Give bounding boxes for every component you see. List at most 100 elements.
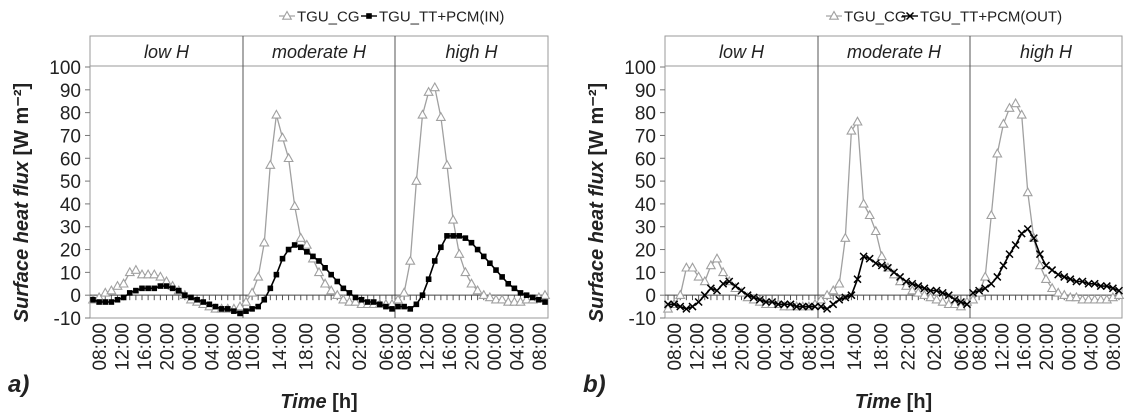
y-tick-label: 80 <box>635 104 656 125</box>
series-cg <box>662 97 1125 313</box>
x-tick-label: 02:00 <box>925 323 946 371</box>
data-point-square <box>273 271 280 278</box>
x-tick-label: 20:00 <box>1037 323 1058 371</box>
data-point-square <box>450 233 456 239</box>
data-point-square <box>163 283 170 289</box>
data-point-triangle <box>417 109 428 119</box>
data-point-triangle <box>435 111 447 121</box>
data-point-x <box>932 286 941 295</box>
data-point-square <box>401 303 407 310</box>
y-tick-label: 50 <box>60 172 81 193</box>
x-tick-label: 08:00 <box>395 323 416 371</box>
data-point-square <box>285 246 292 253</box>
data-point-x <box>676 302 685 311</box>
data-point-triangle <box>840 232 851 242</box>
x-tick-label: 00:00 <box>1059 323 1080 371</box>
data-point-triangle <box>894 275 906 286</box>
data-point-triangle <box>986 209 997 220</box>
panel-label: b) <box>583 371 606 398</box>
data-point-triangle <box>313 266 325 277</box>
data-point-triangle <box>815 294 827 304</box>
x-tick-label: 08:00 <box>665 323 686 371</box>
data-point-triangle <box>271 109 282 119</box>
chart-panel-a: low H moderate H high H -100102030405060708… <box>8 9 551 414</box>
data-point-triangle <box>319 278 331 288</box>
data-point-x <box>877 261 886 270</box>
data-point-square <box>102 299 109 305</box>
data-point-x <box>719 279 728 288</box>
data-point-triangle <box>429 81 441 92</box>
y-tick-label: 20 <box>635 241 656 262</box>
data-point-x <box>688 302 697 311</box>
data-point-square <box>206 301 213 308</box>
data-point-triangle <box>1040 273 1052 283</box>
x-tick-label: 00:00 <box>180 323 201 371</box>
data-point-x <box>975 286 984 295</box>
data-point-square <box>90 296 96 303</box>
data-point-square <box>358 296 365 303</box>
data-point-x <box>993 272 1002 281</box>
data-point-square <box>261 296 268 303</box>
data-point-x <box>908 279 917 288</box>
data-point-triangle <box>998 118 1009 128</box>
data-point-triangle <box>943 298 954 309</box>
y-tick-label: 100 <box>49 58 81 79</box>
data-point-triangle <box>900 280 912 290</box>
data-point-x <box>774 300 783 309</box>
data-point-triangle <box>118 278 129 288</box>
legend-marker-cg <box>828 10 840 20</box>
data-point-square <box>297 244 304 251</box>
data-point-triangle <box>106 284 117 295</box>
data-point-square <box>383 303 389 310</box>
data-point-x <box>1023 224 1032 234</box>
data-point-triangle <box>472 284 483 295</box>
y-axis-label: Surface heat flux [W m⁻²] <box>586 83 608 322</box>
y-tick-label: 40 <box>635 195 656 216</box>
data-point-triangle <box>687 262 698 272</box>
data-point-square <box>542 299 548 305</box>
series-line <box>397 86 546 303</box>
data-point-triangle <box>338 294 349 304</box>
data-point-triangle <box>234 300 246 311</box>
data-point-x <box>889 268 899 277</box>
data-point-x <box>670 300 679 309</box>
x-tick-label: 16:00 <box>135 323 156 371</box>
data-point-triangle <box>539 289 551 299</box>
data-point-x <box>706 284 715 293</box>
data-point-triangle <box>502 296 514 306</box>
data-point-x <box>902 277 911 286</box>
data-point-square <box>316 258 322 264</box>
data-point-x <box>865 254 874 263</box>
data-point-triangle <box>925 291 936 302</box>
x-tick-label: 20:00 <box>158 323 179 371</box>
y-tick-label: 20 <box>60 241 81 262</box>
y-tick-label: -10 <box>629 309 656 330</box>
data-point-square <box>425 276 432 283</box>
data-point-square <box>151 285 158 292</box>
data-point-square <box>114 296 121 303</box>
data-point-x <box>1066 275 1075 284</box>
data-point-triangle <box>258 237 270 247</box>
legend: TGU_CG TGU_TT+PCM(IN) <box>279 9 504 26</box>
data-point-square <box>438 244 444 251</box>
data-point-triangle <box>834 278 845 288</box>
data-point-square <box>322 265 328 271</box>
data-point-x <box>700 291 709 300</box>
data-point-triangle <box>858 198 869 208</box>
x-tick-label: 04:00 <box>203 323 224 371</box>
data-point-square <box>126 290 133 296</box>
data-point-x <box>768 297 777 307</box>
data-point-triangle <box>142 268 154 279</box>
data-point-square <box>175 287 182 294</box>
data-point-triangle <box>967 294 979 304</box>
data-point-triangle <box>392 294 404 304</box>
series-cg <box>87 81 551 313</box>
data-point-x <box>749 293 758 302</box>
data-point-triangle <box>453 248 465 258</box>
x-tick-label: 04:00 <box>778 323 799 371</box>
data-point-x <box>780 300 789 309</box>
data-point-triangle <box>699 275 710 286</box>
x-tick-label: 08:00 <box>800 323 821 371</box>
section-title-1: low H <box>144 42 190 62</box>
